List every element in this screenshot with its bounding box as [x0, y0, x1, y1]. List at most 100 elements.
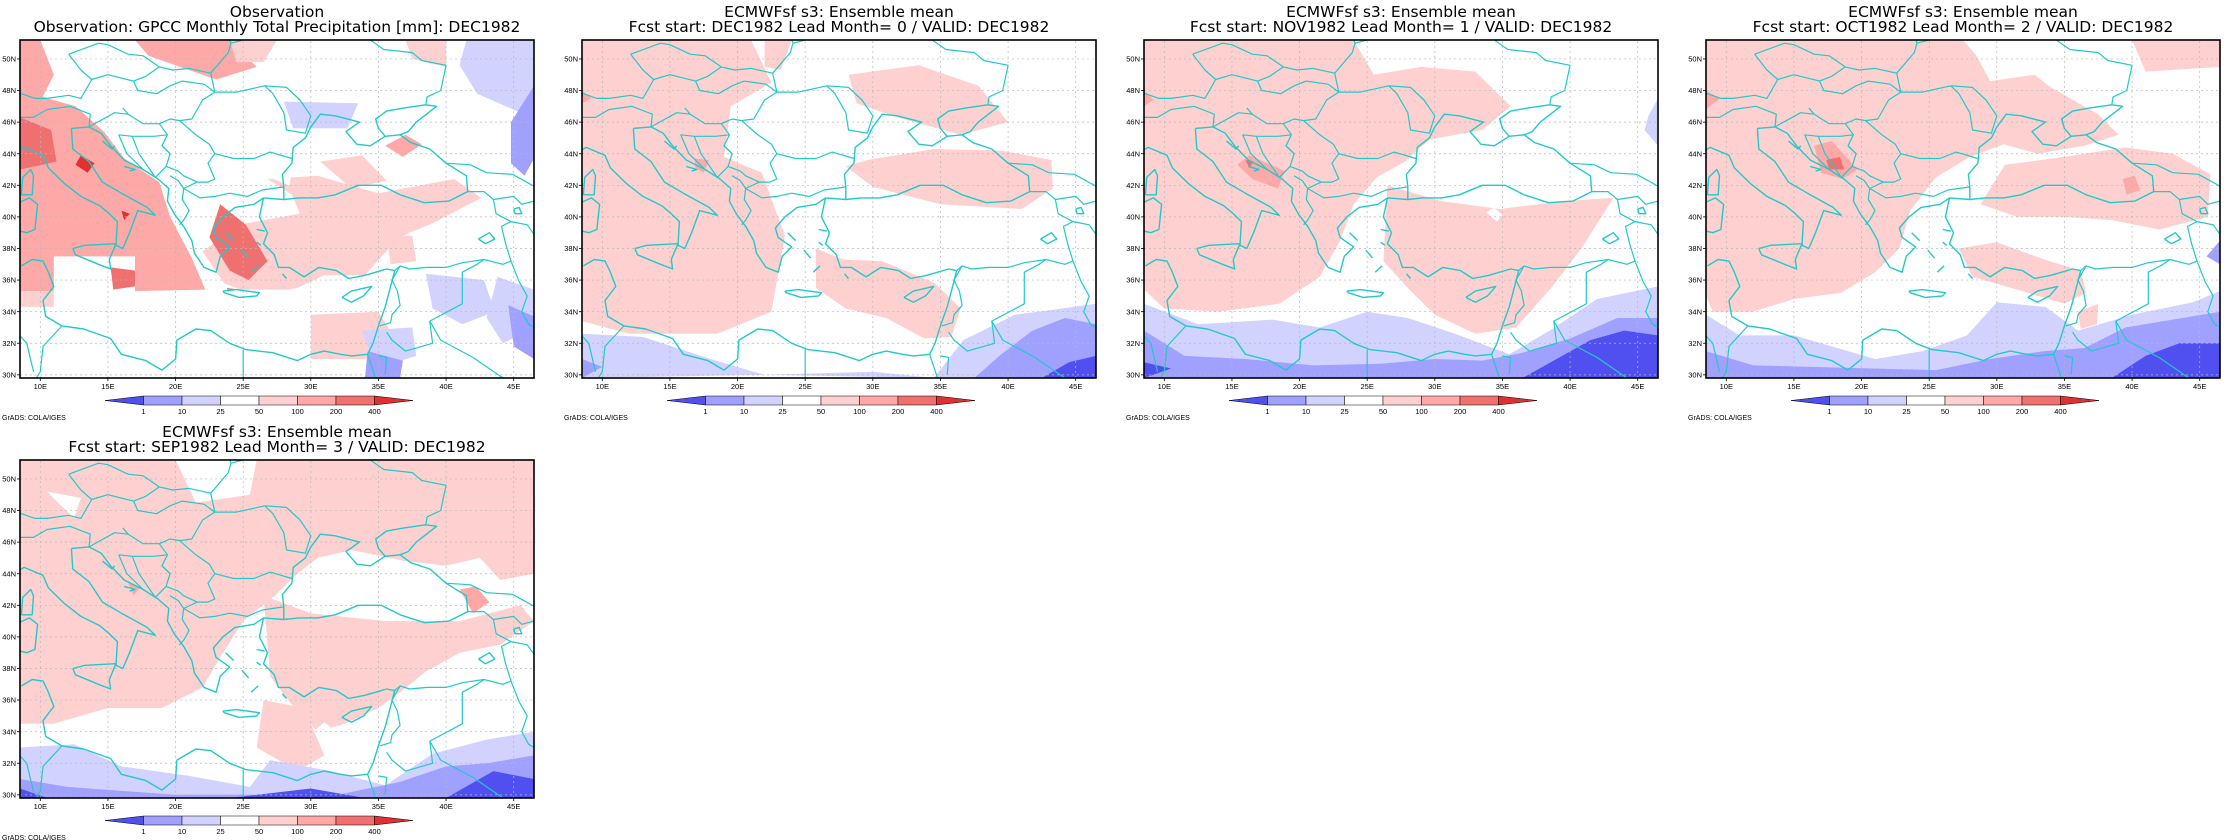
coastline [513, 206, 523, 215]
lon-label: 30E [304, 802, 317, 811]
panel-title-line1: ECMWFsf s3: Ensemble mean [724, 3, 954, 21]
lon-label: 20E [169, 802, 182, 811]
country-border [1289, 165, 1322, 183]
precip-shade [320, 155, 387, 189]
precip-shade [582, 40, 785, 334]
country-border [1804, 134, 1830, 170]
coastline [1706, 197, 1725, 234]
precip-shade [386, 235, 417, 265]
country-border [630, 53, 655, 80]
coastline [225, 232, 235, 242]
colorbar-bin [1228, 395, 1268, 406]
country-border [1819, 66, 1846, 82]
country-border [1242, 134, 1268, 170]
country-border [941, 265, 963, 327]
coastline [1145, 197, 1520, 371]
country-border [2064, 355, 2074, 375]
lat-label: 42N [2, 601, 16, 610]
lat-label: 42N [2, 181, 16, 190]
colorbar-tick-label: 50 [1941, 407, 1949, 416]
country-border [165, 585, 198, 603]
coastline [582, 168, 597, 196]
coastline [664, 140, 678, 150]
country-border [210, 463, 232, 494]
lon-label: 45E [507, 802, 520, 811]
lon-label: 40E [439, 802, 452, 811]
coastline [1195, 126, 1388, 273]
lat-label: 40N [1126, 212, 1140, 221]
colorbar-bin [1267, 395, 1307, 406]
precip-shade [2132, 40, 2220, 72]
country-border [991, 320, 1066, 378]
country-border [1634, 260, 1658, 329]
country-border [492, 199, 534, 235]
country-border [2080, 221, 2198, 272]
colorbar-tick-label: 25 [216, 407, 224, 416]
coastline [281, 113, 469, 200]
lat-label: 38N [2, 664, 16, 673]
coastline [20, 548, 157, 670]
coastline [281, 693, 288, 699]
country-border [214, 151, 293, 160]
country-border [1570, 162, 1658, 205]
lat-label: 48N [2, 506, 16, 515]
lon-label: 40E [1001, 382, 1014, 391]
lon-label: 25E [1361, 382, 1374, 391]
country-border [1896, 43, 1918, 74]
country-border [1804, 134, 1854, 137]
country-border [1865, 120, 1902, 226]
map-area [20, 460, 573, 798]
colorbar-bin [374, 815, 414, 826]
coastline [1949, 184, 2155, 204]
precip-shade [845, 149, 1053, 209]
country-border [630, 42, 773, 74]
colorbar-bin [258, 395, 298, 406]
country-border [88, 532, 171, 598]
coastline [478, 231, 496, 245]
coastline [535, 561, 573, 662]
coastline [222, 288, 261, 299]
country-border [20, 755, 35, 792]
coastline [1908, 288, 1947, 299]
coastline [686, 165, 698, 172]
coastline [1144, 128, 1281, 250]
country-border [727, 165, 760, 183]
precip-shade [459, 40, 534, 138]
precip-shade [508, 305, 534, 359]
coastline [72, 663, 117, 690]
coastline [281, 533, 469, 620]
colorbar: 1 10 25 50 100 200 400 [1228, 395, 1538, 416]
coastline [1226, 140, 1240, 150]
colorbar-bin [1344, 395, 1384, 406]
colorbar-bin [1382, 395, 1422, 406]
colorbar-bin [1983, 395, 2023, 406]
country-border [68, 462, 211, 494]
lon-label: 15E [101, 802, 114, 811]
grads-credit: GrADS: COLA/IGES [2, 415, 66, 422]
coastline [1387, 184, 1593, 204]
lon-label: 45E [2193, 382, 2206, 391]
colorbar-bin [666, 395, 706, 406]
precip-shade [1980, 147, 2211, 230]
colorbar-tick-label: 200 [1454, 407, 1467, 416]
coastline [582, 197, 601, 234]
lon-label: 35E [2058, 382, 2071, 391]
coastline [20, 168, 35, 196]
precip-shade [75, 155, 95, 173]
lon-label: 20E [169, 382, 182, 391]
coastline [1706, 168, 1721, 196]
coastline [1346, 288, 1385, 299]
country-border [20, 494, 205, 520]
lat-label: 36N [564, 276, 578, 285]
panel-title-line1: ECMWFsf s3: Ensemble mean [1286, 3, 1516, 21]
lat-label: 32N [564, 339, 578, 348]
precip-shade [1486, 207, 1503, 222]
colorbar-bin [297, 395, 337, 406]
colorbar-tick-label: 50 [255, 407, 263, 416]
coastline [341, 285, 373, 303]
colorbar-bin [1867, 395, 1907, 406]
precip-shade [20, 460, 534, 724]
lat-label: 32N [2, 759, 16, 768]
lat-label: 42N [1688, 181, 1702, 190]
